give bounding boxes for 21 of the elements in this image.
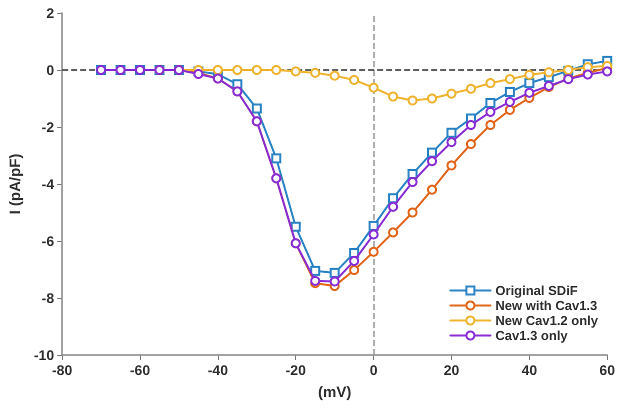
legend-label: Original SDiF [495,283,578,298]
y-tick-label: -10 [34,347,54,363]
legend-label: Cav1.3 only [495,328,568,343]
x-axis-title: (mV) [318,384,352,401]
x-tick-label: -40 [208,362,228,378]
y-tick-label: -4 [42,176,54,192]
y-tick-label: -8 [42,290,54,306]
x-tick-label: -60 [130,362,150,378]
x-tick-label: 60 [599,362,616,378]
y-tick-label: -2 [42,119,54,135]
x-tick-label: -20 [286,362,306,378]
y-tick-label: -6 [42,233,54,249]
y-axis-title: I (pA/pF) [7,154,24,214]
legend-label: New Cav1.2 only [495,313,599,328]
y-tick-label: 2 [46,5,54,21]
x-tick-label: 20 [444,362,460,378]
y-tick-label: 0 [46,62,54,78]
x-tick-label: 40 [522,362,538,378]
x-tick-label: -80 [52,362,72,378]
legend-label: New with Cav1.3 [495,298,598,313]
x-tick-label: 0 [370,362,378,378]
